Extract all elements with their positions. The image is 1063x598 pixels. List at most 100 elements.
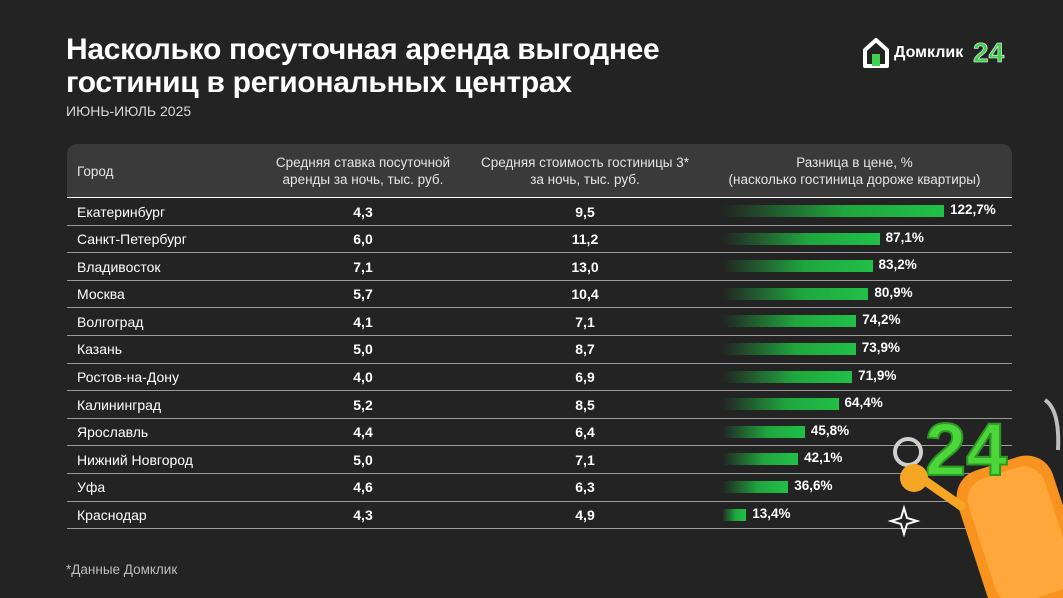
- diff-label: 42,1%: [804, 450, 843, 466]
- diff-label: 64,4%: [844, 395, 883, 411]
- table-row: Уфа 4,6 6,3 36,6%: [67, 474, 1012, 502]
- table-row: Москва 5,7 10,4 80,9%: [67, 281, 1012, 309]
- diff-label: 87,1%: [885, 229, 924, 245]
- rent-value: 7,1: [353, 258, 373, 275]
- diff-bar-container: 42,1%: [722, 450, 1002, 466]
- table-row: Ростов-на-Дону 4,0 6,9 71,9%: [67, 364, 1012, 392]
- diff-label: 13,4%: [752, 505, 791, 521]
- hotel-value: 10,4: [571, 286, 599, 303]
- rent-value: 4,3: [353, 203, 373, 220]
- header-hotel-line2: за ночь, тыс. руб.: [530, 172, 640, 187]
- diff-bar: [722, 342, 856, 355]
- city-name: Волгоград: [77, 313, 144, 330]
- header-diff: Разница в цене, % (насколько гостиница до…: [717, 144, 992, 198]
- diff-bar-container: 83,2%: [722, 257, 1002, 273]
- hotel-value: 13,0: [571, 258, 599, 275]
- diff-label: 71,9%: [858, 367, 897, 383]
- diff-bar-container: 36,6%: [722, 477, 1002, 493]
- header-rent-line1: Средняя ставка посуточной: [275, 155, 451, 170]
- table-body: Екатеринбург 4,3 9,5 122,7% Санкт-Петербург 6…: [67, 198, 1012, 530]
- rent-value: 5,7: [353, 286, 373, 303]
- header-hotel: Средняя стоимость гостиницы 3* за ночь, т…: [472, 144, 698, 198]
- page-subtitle: ИЮНЬ-ИЮЛЬ 2025: [66, 103, 192, 119]
- hotel-value: 9,5: [575, 203, 595, 220]
- diff-bar: [722, 232, 880, 245]
- diff-bar-container: 87,1%: [722, 229, 1002, 245]
- city-name: Екатеринбург: [77, 203, 166, 220]
- diff-label: 73,9%: [861, 339, 900, 355]
- diff-label: 122,7%: [950, 202, 996, 217]
- hotel-value: 6,9: [575, 369, 595, 386]
- city-name: Ярославль: [77, 424, 149, 441]
- rent-value: 4,4: [353, 424, 373, 441]
- diff-bar: [722, 480, 789, 493]
- diff-bar-container: 122,7%: [722, 202, 1002, 217]
- city-name: Москва: [77, 286, 125, 303]
- diff-bar: [722, 205, 944, 217]
- page-title: Насколько посуточная аренда выгоднее гос…: [66, 33, 660, 99]
- rent-value: 5,0: [353, 451, 373, 468]
- hotel-value: 7,1: [575, 313, 595, 330]
- city-name: Ростов-на-Дону: [77, 369, 179, 386]
- city-name: Уфа: [77, 479, 106, 496]
- rent-value: 4,0: [353, 369, 373, 386]
- hotel-value: 7,1: [575, 451, 595, 468]
- table-row: Владивосток 7,1 13,0 83,2%: [67, 253, 1012, 281]
- hotel-value: 8,5: [575, 396, 595, 413]
- table-row: Казань 5,0 8,7 73,9%: [67, 336, 1012, 364]
- city-name: Нижний Новгород: [77, 451, 193, 468]
- header-rent: Средняя ставка посуточной аренды за ночь,…: [263, 144, 463, 198]
- diff-bar: [722, 260, 873, 273]
- diff-label: 36,6%: [794, 477, 833, 493]
- svg-text:24: 24: [973, 37, 1005, 68]
- house-logo-icon: 24: [863, 37, 1005, 68]
- diff-bar-container: 80,9%: [722, 284, 1002, 300]
- header-rent-line2: аренды за ночь, тыс. руб.: [282, 172, 444, 187]
- header-diff-line1: Разница в цене, %: [796, 155, 913, 170]
- hotel-value: 11,2: [571, 231, 599, 248]
- keys-and-suitcase-illustration-icon: 24: [887, 398, 1063, 598]
- table-row: Волгоград 4,1 7,1 74,2%: [67, 308, 1012, 336]
- rent-value: 4,6: [353, 479, 373, 496]
- city-name: Владивосток: [77, 258, 161, 275]
- rent-value: 5,0: [353, 341, 373, 358]
- city-name: Казань: [77, 341, 123, 358]
- header-city: Город: [77, 163, 114, 179]
- diff-bar: [722, 425, 805, 438]
- table-row: Ярославль 4,4 6,4 45,8%: [67, 419, 1012, 447]
- diff-bar-container: 45,8%: [722, 423, 1002, 438]
- table-row: Краснодар 4,3 4,9 13,4%: [67, 502, 1012, 530]
- comparison-table: Город Средняя ставка посуточной аренды за…: [67, 144, 1012, 530]
- table-row: Екатеринбург 4,3 9,5 122,7%: [67, 198, 1012, 226]
- diff-bar-container: 74,2%: [722, 312, 1002, 328]
- hotel-value: 6,4: [575, 424, 595, 441]
- city-name: Краснодар: [77, 507, 147, 524]
- diff-bar: [722, 315, 857, 328]
- logo-text: Домклик: [894, 44, 964, 61]
- table-row: Санкт-Петербург 6,0 11,2 87,1%: [67, 226, 1012, 254]
- diff-bar-container: 73,9%: [722, 339, 1002, 355]
- diff-bar: [722, 287, 869, 300]
- svg-text:24: 24: [925, 408, 1007, 491]
- diff-bar-container: 71,9%: [722, 367, 1002, 383]
- table-row: Калининград 5,2 8,5 64,4%: [67, 391, 1012, 419]
- diff-bar: [722, 370, 853, 383]
- footnote: *Данные Домклик: [66, 562, 178, 577]
- diff-label: 83,2%: [878, 257, 917, 273]
- diff-bar-container: 64,4%: [722, 395, 1002, 411]
- diff-bar: [722, 508, 747, 521]
- hotel-value: 4,9: [575, 507, 595, 524]
- header-diff-line2: (насколько гостиница дороже квартиры): [728, 172, 981, 187]
- diff-label: 74,2%: [862, 312, 901, 328]
- city-name: Санкт-Петербург: [77, 231, 187, 248]
- diff-bar-container: 13,4%: [722, 505, 1002, 521]
- rent-value: 4,3: [353, 507, 373, 524]
- rent-value: 5,2: [353, 396, 373, 413]
- rent-value: 4,1: [353, 313, 373, 330]
- diff-label: 80,9%: [874, 284, 913, 300]
- domclick-logo: 24 Домклик: [862, 36, 1022, 70]
- table-header: Город Средняя ставка посуточной аренды за…: [67, 144, 1012, 198]
- header-hotel-line1: Средняя стоимость гостиницы 3*: [480, 155, 690, 170]
- hotel-value: 6,3: [575, 479, 595, 496]
- city-name: Калининград: [77, 396, 162, 413]
